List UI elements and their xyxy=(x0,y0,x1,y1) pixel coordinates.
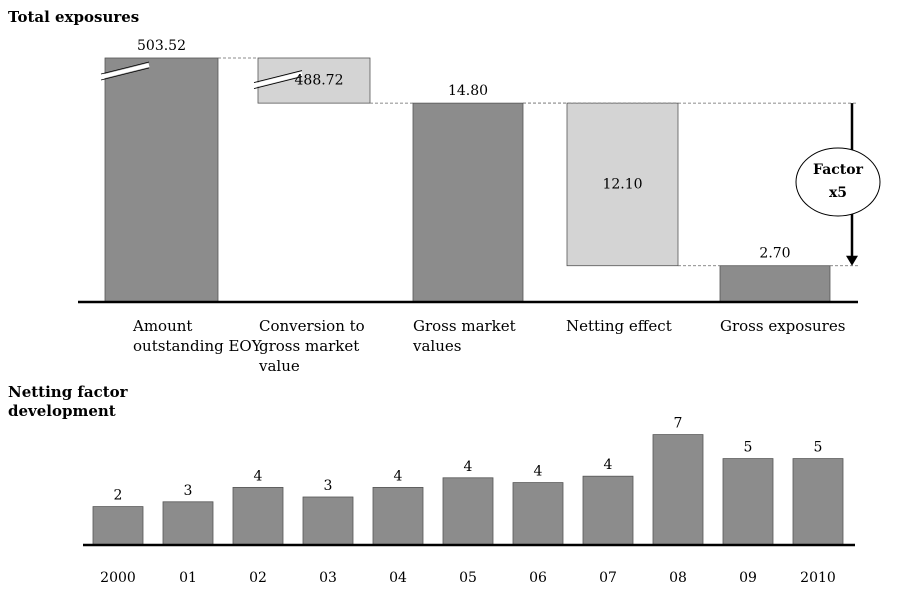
bar xyxy=(722,458,774,546)
data-label: 2.70 xyxy=(759,246,790,262)
data-label: 14.80 xyxy=(448,83,488,99)
data-label: 4 xyxy=(394,468,403,484)
bar xyxy=(719,265,831,303)
axis-break xyxy=(253,71,303,88)
x-tick-label: 06 xyxy=(529,570,547,586)
x-tick-label: 08 xyxy=(669,570,687,586)
arrow-head xyxy=(846,255,858,266)
x-tick-label: 09 xyxy=(739,570,757,586)
x-tick-label: Amount outstanding EOY xyxy=(133,317,262,355)
data-label: 7 xyxy=(674,416,683,432)
annotation: Factor xyxy=(813,162,864,178)
bar xyxy=(442,477,494,546)
bar xyxy=(372,486,424,546)
x-tick-label: Gross exposures xyxy=(720,317,846,335)
bar xyxy=(792,458,844,546)
x-tick-label: 2010 xyxy=(800,570,836,586)
data-label: 503.52 xyxy=(137,38,186,54)
data-label: 4 xyxy=(604,457,613,473)
x-tick-label: 2000 xyxy=(100,570,136,586)
x-tick-label: 03 xyxy=(319,570,337,586)
data-label: 4 xyxy=(254,468,263,484)
x-tick-label: Gross market values xyxy=(413,317,516,355)
bar xyxy=(412,102,524,303)
x-tick-label: Conversion to gross market value xyxy=(259,317,365,375)
chart-title: Netting factor development xyxy=(8,383,128,420)
bar xyxy=(302,496,354,546)
bar xyxy=(92,506,144,546)
x-tick-label: 01 xyxy=(179,570,197,586)
data-label: 3 xyxy=(184,483,193,499)
data-label: 2 xyxy=(114,488,123,504)
bar xyxy=(566,102,679,267)
x-tick-label: 05 xyxy=(459,570,477,586)
data-label: 4 xyxy=(464,459,473,475)
data-label: 5 xyxy=(744,440,753,456)
data-label: 5 xyxy=(814,440,823,456)
annotation: x5 xyxy=(829,185,847,201)
axis-break xyxy=(100,67,150,81)
data-label: 12.10 xyxy=(602,176,642,192)
axis-break xyxy=(100,61,150,75)
bar xyxy=(512,482,564,546)
x-tick-label: Netting effect xyxy=(566,317,672,335)
x-tick-label: 04 xyxy=(389,570,407,586)
bar xyxy=(104,57,219,303)
bar xyxy=(582,475,634,546)
axis-break xyxy=(253,76,303,89)
annotation-bubble xyxy=(795,147,881,217)
data-label: 4 xyxy=(534,464,543,480)
data-label: 3 xyxy=(324,478,333,494)
bar xyxy=(652,434,704,546)
axis-break xyxy=(100,63,150,79)
bar xyxy=(162,501,214,546)
chart-title: Total exposures xyxy=(8,8,140,26)
x-tick-label: 07 xyxy=(599,570,617,586)
axis-break xyxy=(253,70,303,83)
bar xyxy=(232,486,284,546)
data-label: 488.72 xyxy=(295,73,344,89)
x-tick-label: 02 xyxy=(249,570,267,586)
